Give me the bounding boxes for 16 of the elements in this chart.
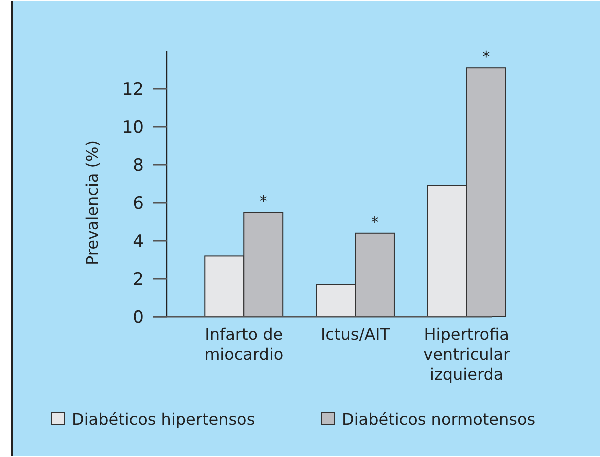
y-tick-label: 12 — [122, 80, 144, 100]
legend-label: Diabéticos normotensos — [342, 410, 536, 429]
y-tick-label: 6 — [133, 194, 144, 214]
y-tick-label: 0 — [133, 308, 144, 328]
x-tick-label: Infarto de miocardio — [204, 325, 284, 364]
y-tick-label: 10 — [122, 118, 144, 138]
y-tick-label: 2 — [133, 270, 144, 290]
legend-label: Diabéticos hipertensos — [72, 410, 256, 429]
y-axis-title: Prevalencia (%) — [83, 140, 102, 266]
y-tick-label: 8 — [133, 156, 144, 176]
y-tick-label: 4 — [133, 232, 144, 252]
x-tick-label: Ictus/AIT — [320, 325, 390, 344]
annotation: * — [482, 48, 491, 66]
x-tick-label: Hipertrofia ventricular izquierda — [424, 325, 511, 384]
annotation: * — [371, 213, 380, 232]
annotation: * — [260, 192, 268, 210]
